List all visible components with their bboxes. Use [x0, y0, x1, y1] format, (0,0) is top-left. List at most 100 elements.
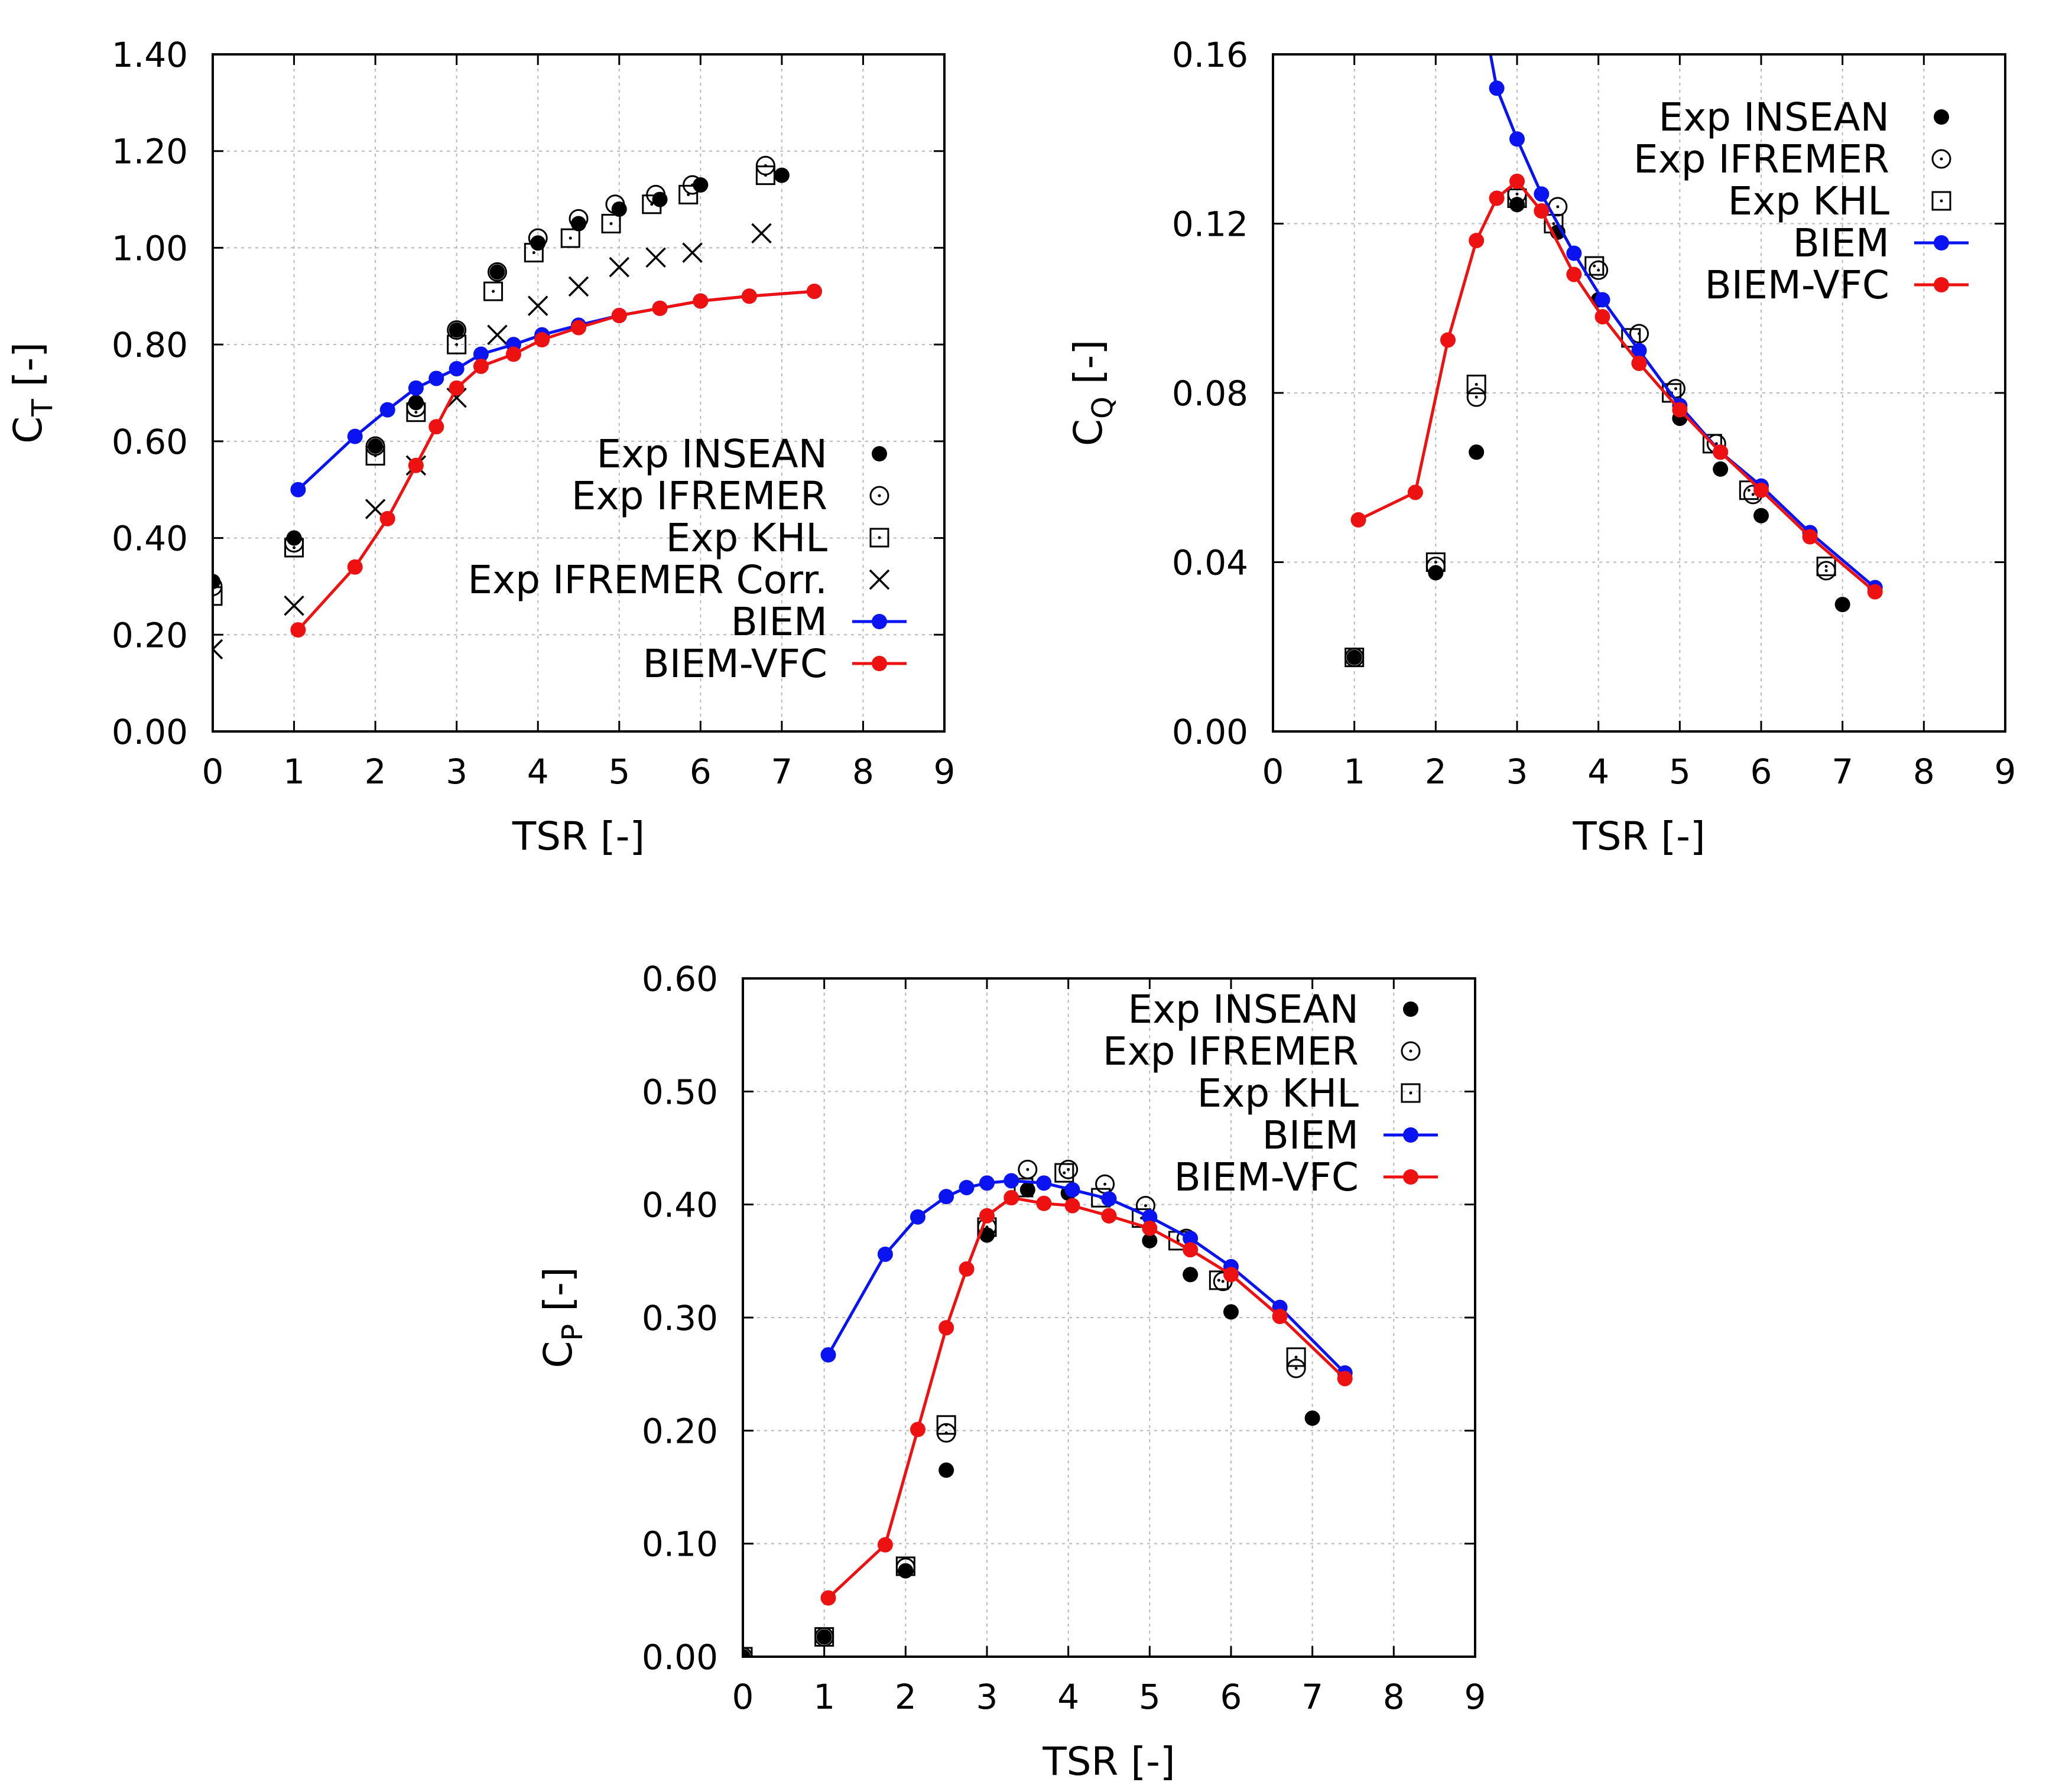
- legend-label: BIEM-VFC: [1174, 1154, 1359, 1200]
- exp-insean-point: [979, 1227, 995, 1243]
- exp-insean-point: [1834, 597, 1850, 613]
- legend-entry-biem-vfc: BIEM-VFC: [1704, 262, 1969, 308]
- biem-point: [347, 428, 363, 444]
- legend-marker-sample: [1401, 1083, 1421, 1103]
- biem-vfc-point: [1566, 266, 1582, 282]
- exp-ifremer-point: [1665, 379, 1685, 399]
- x-tick-label: 8: [1383, 1677, 1405, 1717]
- biem-point: [1489, 80, 1505, 96]
- exp-ifremer-point: [1018, 1159, 1038, 1179]
- legend-entry-biem-vfc: BIEM-VFC: [642, 641, 907, 687]
- y-tick-label: 0.20: [112, 615, 188, 655]
- biem-point: [1631, 343, 1647, 359]
- x-tick-label: 5: [608, 752, 630, 792]
- biem-vfc-point: [1534, 203, 1550, 219]
- biem-vfc-point: [428, 419, 444, 435]
- legend-label: Exp IFREMER: [571, 473, 827, 519]
- legend-label: BIEM-VFC: [642, 641, 827, 687]
- biem-vfc-point: [1631, 355, 1647, 371]
- y-tick-label: 0.20: [642, 1411, 718, 1451]
- biem-vfc-point: [1489, 190, 1505, 206]
- biem-point: [290, 482, 306, 497]
- exp-insean-point: [1019, 1182, 1035, 1198]
- y-label-symbol: C: [5, 417, 51, 444]
- exp-khl-point: [406, 402, 426, 422]
- biem-vfc-point: [1183, 1242, 1199, 1258]
- x-tick-label: 3: [976, 1677, 998, 1717]
- y-label-unit: [-]: [1066, 340, 1111, 396]
- biem-vfc-point: [1407, 484, 1423, 500]
- legend-entry-exp-insean: Exp INSEAN: [596, 431, 887, 477]
- x-tick-label: 8: [1913, 752, 1935, 792]
- biem-vfc-point: [1223, 1267, 1239, 1283]
- biem-vfc-point: [938, 1320, 954, 1336]
- legend-entry-exp-insean: Exp INSEAN: [1128, 987, 1418, 1032]
- exp-ifremer-point: [1816, 561, 1836, 581]
- biem-point: [1101, 1191, 1117, 1207]
- biem-vfc-point: [741, 288, 757, 304]
- biem-vfc-point: [1142, 1220, 1158, 1236]
- cp-plot-area: [743, 1159, 1353, 1657]
- biem-vfc-point: [1802, 529, 1818, 545]
- cq-x-axis-label: TSR [-]: [1572, 814, 1705, 859]
- exp-ifremer-corr-point: [568, 276, 589, 297]
- legend-marker-sample: [872, 614, 887, 629]
- cp-grid: [743, 978, 1475, 1657]
- x-tick-label: 2: [895, 1677, 917, 1717]
- y-label-subscript: T: [26, 399, 59, 417]
- biem-vfc-point: [1440, 332, 1456, 348]
- biem-vfc-point: [473, 358, 489, 374]
- biem-point: [1534, 186, 1550, 202]
- legend-entry-biem-vfc: BIEM-VFC: [1174, 1154, 1438, 1200]
- biem-vfc-point: [1337, 1371, 1353, 1387]
- y-tick-label: 0.16: [1172, 35, 1248, 75]
- exp-khl-point: [560, 228, 580, 248]
- legend-entry-biem: BIEM: [1262, 1113, 1438, 1158]
- legend-label: BIEM: [1793, 220, 1889, 266]
- legend-label: Exp INSEAN: [1128, 987, 1359, 1032]
- series-biem-vfc: [820, 1190, 1353, 1606]
- exp-khl-point: [814, 1627, 834, 1647]
- biem-vfc-point: [652, 300, 668, 316]
- exp-khl-point: [1344, 648, 1365, 668]
- exp-insean-point: [1183, 1267, 1199, 1283]
- x-tick-label: 6: [1751, 752, 1772, 792]
- cq-plot-area: [1344, 54, 1883, 668]
- x-tick-label: 3: [446, 752, 467, 792]
- biem-vfc-point: [910, 1422, 925, 1437]
- legend-label: Exp KHL: [1197, 1071, 1359, 1116]
- legend-label: BIEM: [731, 599, 827, 645]
- ct-plot-area: [213, 155, 822, 660]
- y-tick-label: 1.20: [112, 132, 188, 172]
- biem-point: [379, 402, 395, 418]
- cp-y-axis-label: CP [-]: [535, 1267, 589, 1368]
- legend-entry-biem: BIEM: [1793, 220, 1969, 266]
- biem-point: [938, 1189, 954, 1205]
- x-tick-label: 3: [1506, 752, 1528, 792]
- exp-insean-point: [774, 167, 790, 183]
- exp-ifremer-corr-point: [284, 595, 304, 616]
- exp-ifremer-point: [1589, 260, 1609, 280]
- biem-vfc-point: [505, 346, 521, 362]
- legend-label: BIEM: [1262, 1113, 1359, 1158]
- x-tick-label: 0: [202, 752, 224, 792]
- exp-khl-point: [1816, 557, 1836, 577]
- y-tick-label: 1.00: [112, 228, 188, 268]
- legend-marker-sample: [1934, 109, 1949, 125]
- legend-marker-sample: [1931, 149, 1951, 169]
- exp-khl-point: [447, 334, 467, 355]
- series-exp-ifremer: [743, 1159, 1306, 1657]
- ct-plot-frame: [212, 53, 946, 733]
- biem-vfc-point: [1867, 584, 1883, 600]
- legend-label: Exp IFREMER Corr.: [467, 557, 827, 603]
- biem-vfc-point: [408, 457, 424, 473]
- biem-vfc-point: [979, 1208, 995, 1224]
- legend-entry-exp-ifremer-corr: Exp IFREMER Corr.: [467, 557, 890, 603]
- exp-insean-point: [1469, 444, 1485, 460]
- x-tick-label: 9: [1995, 752, 2016, 792]
- y-tick-label: 0.12: [1172, 204, 1248, 245]
- legend-label: Exp INSEAN: [1658, 95, 1889, 140]
- series-exp-khl: [213, 165, 775, 606]
